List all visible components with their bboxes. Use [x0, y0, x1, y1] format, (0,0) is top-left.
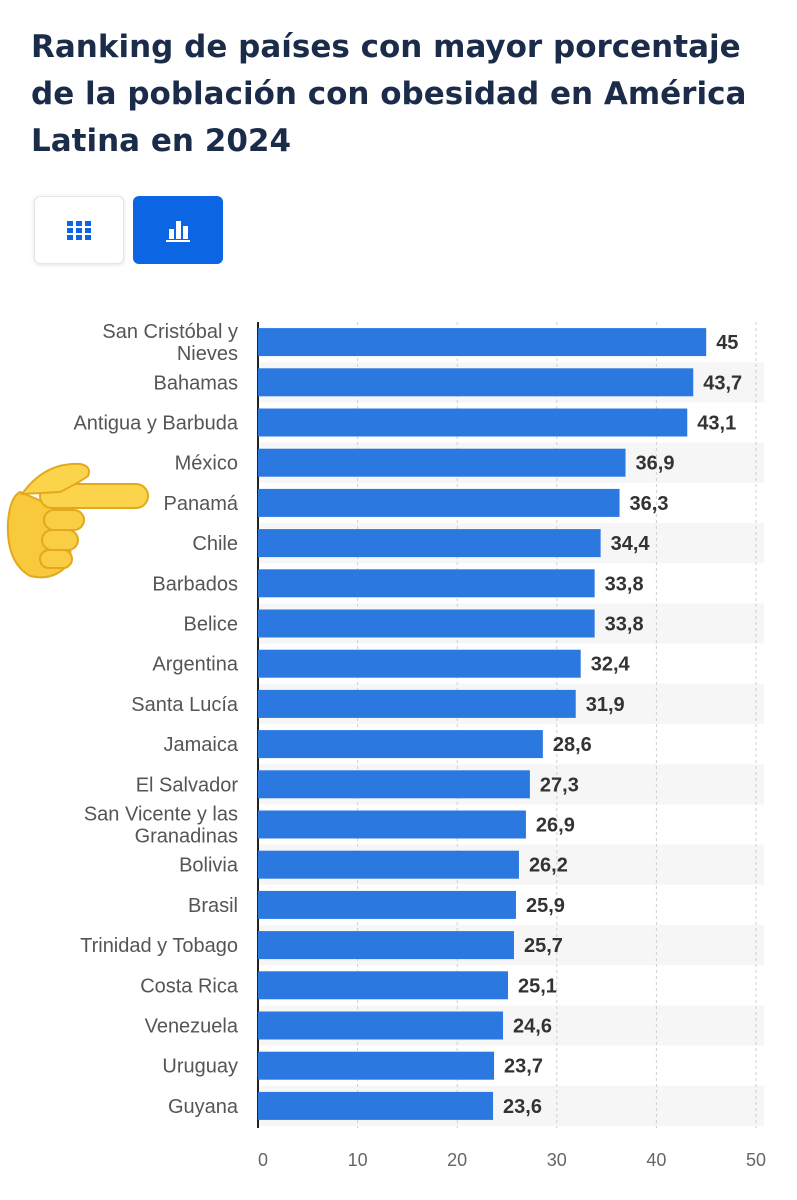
x-tick-label: 50	[746, 1150, 766, 1170]
value-label: 43,7	[703, 372, 742, 394]
bar	[258, 1051, 495, 1080]
bar	[258, 971, 508, 1000]
bar-chart-icon	[166, 221, 190, 242]
bar	[258, 1011, 504, 1040]
value-label: 25,9	[526, 895, 565, 917]
category-label: Argentina	[152, 654, 238, 676]
bar	[258, 770, 530, 799]
bar	[258, 931, 514, 960]
pointing-hand-emoji	[6, 462, 149, 579]
bar	[258, 328, 707, 357]
category-label: Panamá	[164, 493, 239, 515]
category-label: San Vicente y las Granadinas	[84, 804, 238, 848]
chart-title: Ranking de países con mayor porcentaje d…	[31, 29, 747, 159]
value-label: 24,6	[513, 1016, 552, 1038]
bar	[258, 368, 694, 397]
category-label: El Salvador	[136, 774, 239, 796]
value-label: 31,9	[586, 694, 625, 716]
category-label: Santa Lucía	[131, 694, 239, 716]
bar-chart: San Cristóbal y Nieves 45 Bahamas 43,7 Antigu…	[73, 321, 766, 1170]
bar	[258, 890, 516, 919]
category-label: Jamaica	[164, 734, 239, 756]
bar	[258, 730, 543, 759]
x-tick-label: 30	[547, 1150, 567, 1170]
value-label: 36,3	[630, 493, 669, 515]
category-label: Antigua y Barbuda	[73, 413, 238, 435]
category-label: Bolivia	[179, 855, 239, 877]
category-label: Guyana	[168, 1096, 239, 1118]
value-label: 26,9	[536, 815, 575, 837]
category-label: Chile	[192, 533, 238, 555]
x-tick-label: 0	[258, 1150, 268, 1170]
value-label: 32,4	[591, 654, 631, 676]
bar	[258, 850, 519, 879]
value-label: 45	[716, 332, 738, 354]
value-label: 28,6	[553, 734, 592, 756]
bar	[258, 488, 620, 517]
bar	[258, 1091, 494, 1120]
grid-icon	[67, 221, 91, 240]
category-label: Belice	[184, 614, 238, 636]
chart-view-button[interactable]	[133, 196, 223, 264]
bar	[258, 649, 581, 678]
category-label: México	[175, 453, 238, 475]
category-label: Costa Rica	[140, 975, 239, 997]
category-label: Uruguay	[162, 1056, 238, 1078]
value-label: 26,2	[529, 855, 568, 877]
bar	[258, 810, 526, 839]
category-label: San Cristóbal y Nieves	[102, 321, 238, 365]
bar	[258, 408, 688, 437]
category-label: Brasil	[188, 895, 238, 917]
value-label: 23,7	[504, 1056, 543, 1078]
category-label: Trinidad y Tobago	[80, 935, 238, 957]
category-label: Venezuela	[145, 1016, 239, 1038]
value-label: 25,7	[524, 935, 563, 957]
x-tick-label: 40	[646, 1150, 666, 1170]
value-label: 36,9	[636, 453, 675, 475]
value-label: 23,6	[503, 1096, 542, 1118]
category-label: Bahamas	[154, 372, 239, 394]
value-label: 27,3	[540, 774, 579, 796]
bar	[258, 609, 595, 638]
value-label: 33,8	[605, 614, 644, 636]
x-tick-label: 10	[348, 1150, 368, 1170]
value-label: 43,1	[697, 413, 736, 435]
bar	[258, 689, 576, 718]
value-label: 33,8	[605, 573, 644, 595]
table-view-button[interactable]	[34, 196, 124, 264]
bar	[258, 529, 601, 558]
value-label: 25,1	[518, 975, 557, 997]
value-label: 34,4	[611, 533, 651, 555]
bar	[258, 569, 595, 598]
x-tick-label: 20	[447, 1150, 467, 1170]
category-label: Barbados	[152, 573, 238, 595]
bar	[258, 448, 626, 477]
